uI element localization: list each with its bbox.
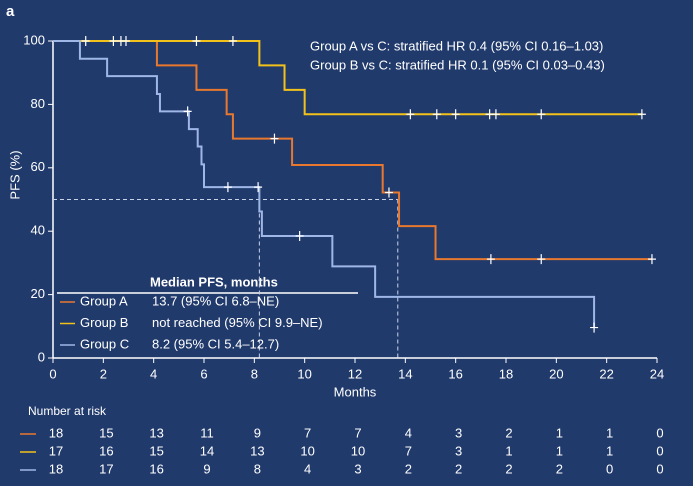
x-tick-label: 6 — [200, 366, 207, 381]
panel-label: a — [6, 3, 15, 20]
risk-count: 18 — [49, 425, 63, 440]
censor-mark — [270, 133, 279, 144]
risk-count: 2 — [405, 461, 412, 476]
y-tick-label: 60 — [31, 159, 45, 174]
risk-count: 16 — [149, 461, 163, 476]
risk-count: 11 — [200, 425, 214, 440]
risk-count: 13 — [250, 443, 264, 458]
risk-count: 4 — [405, 425, 412, 440]
risk-count: 15 — [149, 443, 163, 458]
y-tick-label: 80 — [31, 96, 45, 111]
censor-mark — [451, 109, 460, 120]
risk-count: 14 — [200, 443, 214, 458]
risk-count: 15 — [99, 425, 113, 440]
censor-mark — [192, 36, 201, 46]
x-tick-label: 2 — [100, 366, 107, 381]
risk-count: 16 — [99, 443, 113, 458]
legend-median: 13.7 (95% CI 6.8–NE) — [152, 293, 279, 308]
y-tick-label: 20 — [31, 286, 45, 301]
risk-count: 1 — [505, 443, 512, 458]
risk-count: 3 — [354, 461, 361, 476]
censor-mark — [491, 109, 500, 120]
x-tick-label: 22 — [599, 366, 613, 381]
censor-mark — [637, 109, 646, 120]
y-axis-label: PFS (%) — [7, 150, 22, 199]
risk-count: 9 — [254, 425, 261, 440]
censor-mark — [121, 36, 130, 46]
risk-count: 13 — [149, 425, 163, 440]
risk-count: 10 — [351, 443, 365, 458]
risk-count: 17 — [49, 443, 63, 458]
x-tick-label: 10 — [297, 366, 311, 381]
risk-count: 2 — [505, 461, 512, 476]
censor-mark — [406, 109, 415, 120]
legend-median: 8.2 (95% CI 5.4–12.7) — [152, 336, 279, 351]
risk-count: 8 — [254, 461, 261, 476]
risk-count: 2 — [455, 461, 462, 476]
x-tick-label: 20 — [549, 366, 563, 381]
censor-mark — [254, 182, 263, 193]
survival-curve — [53, 40, 652, 261]
y-tick-label: 40 — [31, 223, 45, 238]
survival-curve — [53, 40, 596, 328]
y-tick-label: 100 — [23, 32, 45, 47]
x-tick-label: 18 — [499, 366, 513, 381]
risk-count: 7 — [405, 443, 412, 458]
censor-mark — [183, 106, 192, 117]
censor-mark — [81, 36, 90, 46]
censor-mark — [295, 230, 304, 241]
risk-title: Number at risk — [28, 404, 107, 418]
censor-mark — [537, 254, 546, 265]
censor-mark — [537, 109, 546, 120]
censor-mark — [486, 254, 495, 265]
risk-count: 0 — [656, 461, 663, 476]
legend-median: not reached (95% CI 9.9–NE) — [152, 315, 323, 330]
risk-count: 7 — [304, 425, 311, 440]
risk-count: 4 — [304, 461, 311, 476]
annotation: Group A vs C: stratified HR 0.4 (95% CI … — [310, 38, 603, 53]
x-tick-label: 16 — [448, 366, 462, 381]
x-tick-label: 8 — [251, 366, 258, 381]
legend-title: Median PFS, months — [150, 274, 278, 289]
legend-label: Group A — [80, 293, 128, 308]
censor-mark — [647, 254, 656, 265]
risk-count: 17 — [99, 461, 113, 476]
risk-count: 1 — [606, 425, 613, 440]
x-axis-label: Months — [334, 384, 377, 399]
risk-count: 0 — [656, 425, 663, 440]
censor-mark — [109, 36, 118, 46]
censor-mark — [223, 182, 232, 193]
censor-mark — [590, 322, 599, 333]
y-tick-label: 0 — [38, 349, 45, 364]
censor-mark — [384, 187, 393, 198]
censor-mark — [432, 109, 441, 120]
legend-label: Group C — [80, 336, 129, 351]
censor-mark — [228, 36, 237, 46]
risk-count: 10 — [300, 443, 314, 458]
x-tick-label: 24 — [650, 366, 664, 381]
risk-count: 1 — [556, 443, 563, 458]
legend-label: Group B — [80, 315, 128, 330]
risk-count: 0 — [606, 461, 613, 476]
risk-count: 7 — [354, 425, 361, 440]
risk-count: 9 — [203, 461, 210, 476]
risk-count: 2 — [556, 461, 563, 476]
x-tick-label: 0 — [49, 366, 56, 381]
risk-count: 1 — [606, 443, 613, 458]
risk-count: 1 — [556, 425, 563, 440]
risk-count: 2 — [505, 425, 512, 440]
x-tick-label: 14 — [398, 366, 412, 381]
risk-count: 3 — [455, 425, 462, 440]
risk-count: 18 — [49, 461, 63, 476]
x-tick-label: 12 — [348, 366, 362, 381]
x-tick-label: 4 — [150, 366, 157, 381]
risk-count: 3 — [455, 443, 462, 458]
survival-curve — [53, 40, 642, 116]
annotation: Group B vs C: stratified HR 0.1 (95% CI … — [310, 57, 605, 72]
risk-count: 0 — [656, 443, 663, 458]
